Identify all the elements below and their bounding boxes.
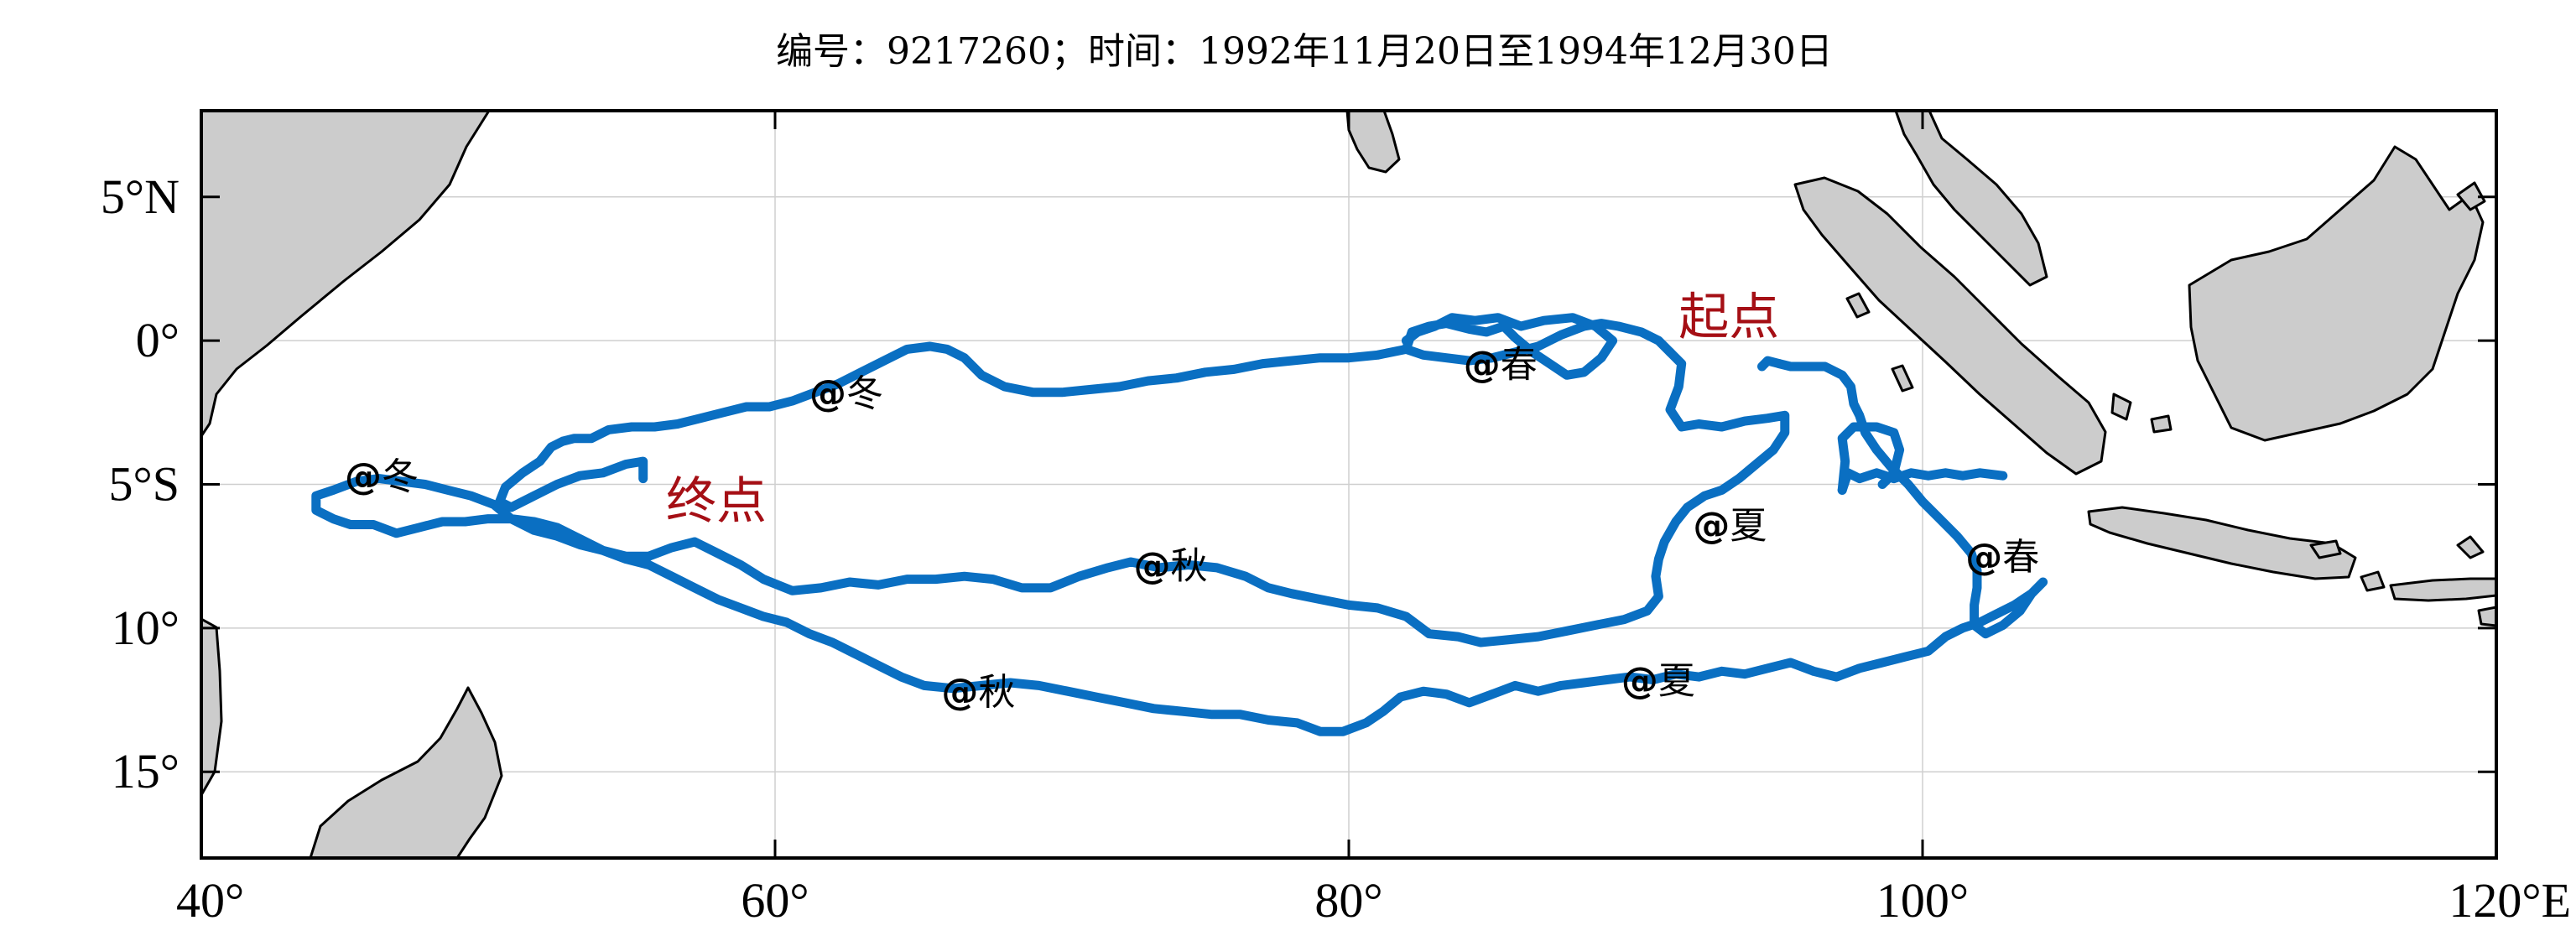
y-tick-label: 0° (136, 313, 180, 367)
land-madagascar (309, 686, 503, 858)
drifter-track-main (311, 347, 2048, 736)
land-timor (2456, 535, 2485, 559)
season-marker: @秋 (941, 671, 1015, 714)
y-tick-label: 5°S (109, 457, 180, 512)
land-masses (201, 111, 2496, 858)
season-marker: @春 (1464, 344, 1538, 387)
land-sumba (2477, 606, 2496, 627)
season-marker-name: 秋 (1171, 544, 1208, 587)
season-marker-name: 夏 (1658, 660, 1695, 703)
land-mentawai (1891, 364, 1914, 393)
drifter-track-segment (1757, 356, 1784, 372)
drifter-track-segment (1837, 468, 2008, 495)
land-africa (201, 111, 491, 438)
season-marker-at: @ (1965, 536, 2002, 579)
drifter-track-segment (1401, 313, 1618, 380)
land-bangka (2110, 393, 2132, 421)
x-tick-label: 60° (741, 873, 809, 928)
season-marker-at: @ (1134, 544, 1171, 587)
season-marker: @冬 (809, 372, 883, 415)
season-marker-name: 春 (2002, 536, 2039, 579)
land-borneo (2188, 145, 2485, 442)
season-marker-name: 冬 (846, 372, 883, 415)
land-belitung (2150, 414, 2173, 434)
x-tick-label: 80° (1314, 873, 1382, 928)
land-sri-lanka (1345, 111, 1401, 174)
end-point-label: 终点 (666, 472, 767, 531)
season-marker: @冬 (345, 455, 419, 498)
land-malay-peninsula (1894, 111, 2048, 287)
season-marker-name: 冬 (382, 455, 419, 498)
drifter-track (311, 313, 2048, 736)
season-marker: @夏 (1621, 660, 1695, 703)
drifter-track-segment (495, 341, 1411, 512)
land-borneo-ne (2456, 181, 2486, 211)
season-markers: @冬@冬@春@春@夏@夏@秋@秋 (345, 344, 2039, 715)
season-marker-at: @ (1621, 660, 1658, 703)
y-tick-label: 10° (112, 601, 180, 655)
season-marker-at: @ (1464, 344, 1501, 387)
season-marker-name: 春 (1501, 344, 1538, 387)
land-lesser-sunda-3 (2389, 577, 2496, 602)
season-marker: @秋 (1134, 544, 1208, 587)
season-marker-at: @ (941, 671, 978, 714)
land-lesser-sunda-2 (2360, 570, 2386, 592)
season-marker-at: @ (345, 455, 382, 498)
land-sumatra (1793, 176, 2107, 476)
drifter-track-segment (1837, 422, 1905, 495)
drifter-track-segment (1401, 319, 1675, 366)
map-plot-area: @冬@冬@春@春@夏@夏@秋@秋 起点 终点 (200, 109, 2498, 860)
axis-ticks: 40° 60° 80° 100° 120°E 5°N 0° 5°S 10° 15° (101, 111, 2571, 928)
season-marker-at: @ (809, 372, 846, 415)
x-tick-label: 40° (176, 873, 244, 928)
map-title: 编号：9217260；时间：1992年11月20日至1994年12月30日 (776, 30, 1833, 73)
land-lesser-sunda-1 (2309, 539, 2342, 559)
land-nicobar (1845, 292, 1871, 319)
x-tick-label: 120°E (2449, 873, 2571, 928)
season-marker: @夏 (1693, 504, 1767, 547)
season-marker-at: @ (1693, 504, 1730, 547)
x-tick-label: 100° (1876, 873, 1969, 928)
season-marker-name: 夏 (1730, 504, 1767, 547)
season-marker-name: 秋 (978, 671, 1015, 714)
y-tick-label: 5°N (101, 169, 180, 224)
land-java (2087, 506, 2357, 580)
graticule (201, 111, 2496, 858)
start-point-label: 起点 (1678, 289, 1779, 347)
season-marker: @春 (1965, 536, 2039, 579)
y-tick-label: 15° (112, 744, 180, 798)
